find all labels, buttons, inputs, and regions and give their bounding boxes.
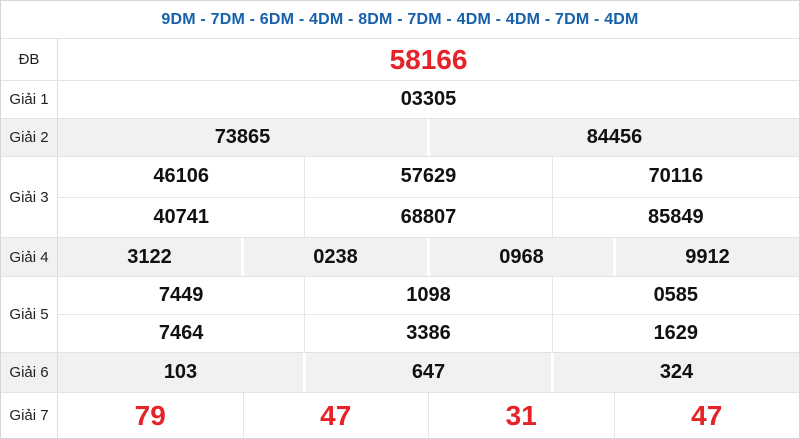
prize-row-content: 46106 57629 70116 40741 68807 85849 — [58, 157, 799, 237]
prize-number: 40741 — [153, 205, 209, 228]
prize-sub-row: 58166 — [58, 39, 799, 80]
prize-sub-row: 7449 1098 0585 — [58, 277, 799, 314]
prize-row-label: Giải 3 — [1, 157, 58, 237]
prize-number: 46106 — [153, 165, 209, 188]
prize-row-label: Giải 5 — [1, 277, 58, 352]
prize-row-label: Giải 7 — [1, 393, 58, 438]
prize-number: 58166 — [389, 43, 468, 75]
prize-row-label: Giải 2 — [1, 119, 58, 156]
prize-number: 0585 — [551, 277, 799, 314]
prize-number: 7449 — [158, 284, 204, 306]
prize-row: Giải 2 73865 84456 — [1, 118, 799, 156]
prize-sub-row: 03305 — [58, 81, 799, 118]
prize-row: Giải 1 03305 — [1, 80, 799, 118]
prize-rows-container: ĐB 58166 Giải 1 03305 Giải 2 73865 84456 Giải 3… — [1, 38, 799, 438]
prize-number: 324 — [551, 353, 799, 392]
prize-row-content: 7449 1098 0585 7464 3386 1629 — [58, 277, 799, 352]
prize-row: ĐB 58166 — [1, 38, 799, 80]
prize-number: 9912 — [613, 238, 799, 276]
prize-sub-row: 103 647 324 — [58, 353, 799, 392]
prize-row-content: 79 47 31 47 — [58, 393, 799, 438]
prize-row-label: ĐB — [1, 39, 58, 80]
prize-number: 1098 — [304, 277, 551, 314]
draw-codes-text: 9DM - 7DM - 6DM - 4DM - 8DM - 7DM - 4DM … — [161, 10, 639, 28]
prize-row-label: Giải 4 — [1, 238, 58, 276]
prize-row: Giải 4 3122 0238 0968 9912 — [1, 237, 799, 276]
prize-sub-row: 79 47 31 47 — [58, 393, 799, 438]
prize-row: Giải 5 7449 1098 0585 7464 3386 1629 — [1, 276, 799, 352]
prize-number: 3122 — [127, 245, 172, 268]
prize-number: 84456 — [427, 119, 799, 156]
prize-row: Giải 3 46106 57629 70116 40741 68807 85849 — [1, 156, 799, 237]
prize-number: 73865 — [214, 126, 271, 148]
prize-sub-row: 40741 68807 85849 — [58, 196, 799, 237]
prize-row-label: Giải 1 — [1, 81, 58, 118]
prize-number: 647 — [303, 353, 551, 392]
draw-codes-header: 9DM - 7DM - 6DM - 4DM - 8DM - 7DM - 4DM … — [1, 1, 799, 38]
prize-row: Giải 6 103 647 324 — [1, 352, 799, 392]
prize-number: 03305 — [400, 88, 457, 110]
prize-row-content: 03305 — [58, 81, 799, 118]
prize-sub-row: 73865 84456 — [58, 119, 799, 156]
prize-row-content: 58166 — [58, 39, 799, 80]
prize-number: 0238 — [241, 238, 427, 276]
prize-number: 1629 — [551, 315, 799, 352]
prize-row-content: 73865 84456 — [58, 119, 799, 156]
prize-number: 70116 — [551, 157, 799, 197]
prize-sub-row: 3122 0238 0968 9912 — [58, 238, 799, 276]
prize-row-content: 103 647 324 — [58, 353, 799, 392]
prize-number: 7464 — [158, 322, 204, 344]
prize-number: 3386 — [304, 315, 551, 352]
prize-number: 85849 — [551, 197, 799, 237]
prize-row: Giải 7 79 47 31 47 — [1, 392, 799, 438]
prize-number: 103 — [163, 361, 198, 383]
prize-sub-row: 7464 3386 1629 — [58, 314, 799, 352]
prize-number: 68807 — [304, 197, 551, 237]
prize-row-content: 3122 0238 0968 9912 — [58, 238, 799, 276]
prize-number: 79 — [134, 399, 166, 431]
prize-sub-row: 46106 57629 70116 — [58, 157, 799, 197]
prize-number: 0968 — [427, 238, 613, 276]
prize-number: 47 — [242, 393, 429, 438]
prize-number: 31 — [428, 393, 614, 438]
prize-number: 47 — [613, 393, 800, 438]
prize-number: 57629 — [304, 157, 551, 197]
prize-row-label: Giải 6 — [1, 353, 58, 392]
